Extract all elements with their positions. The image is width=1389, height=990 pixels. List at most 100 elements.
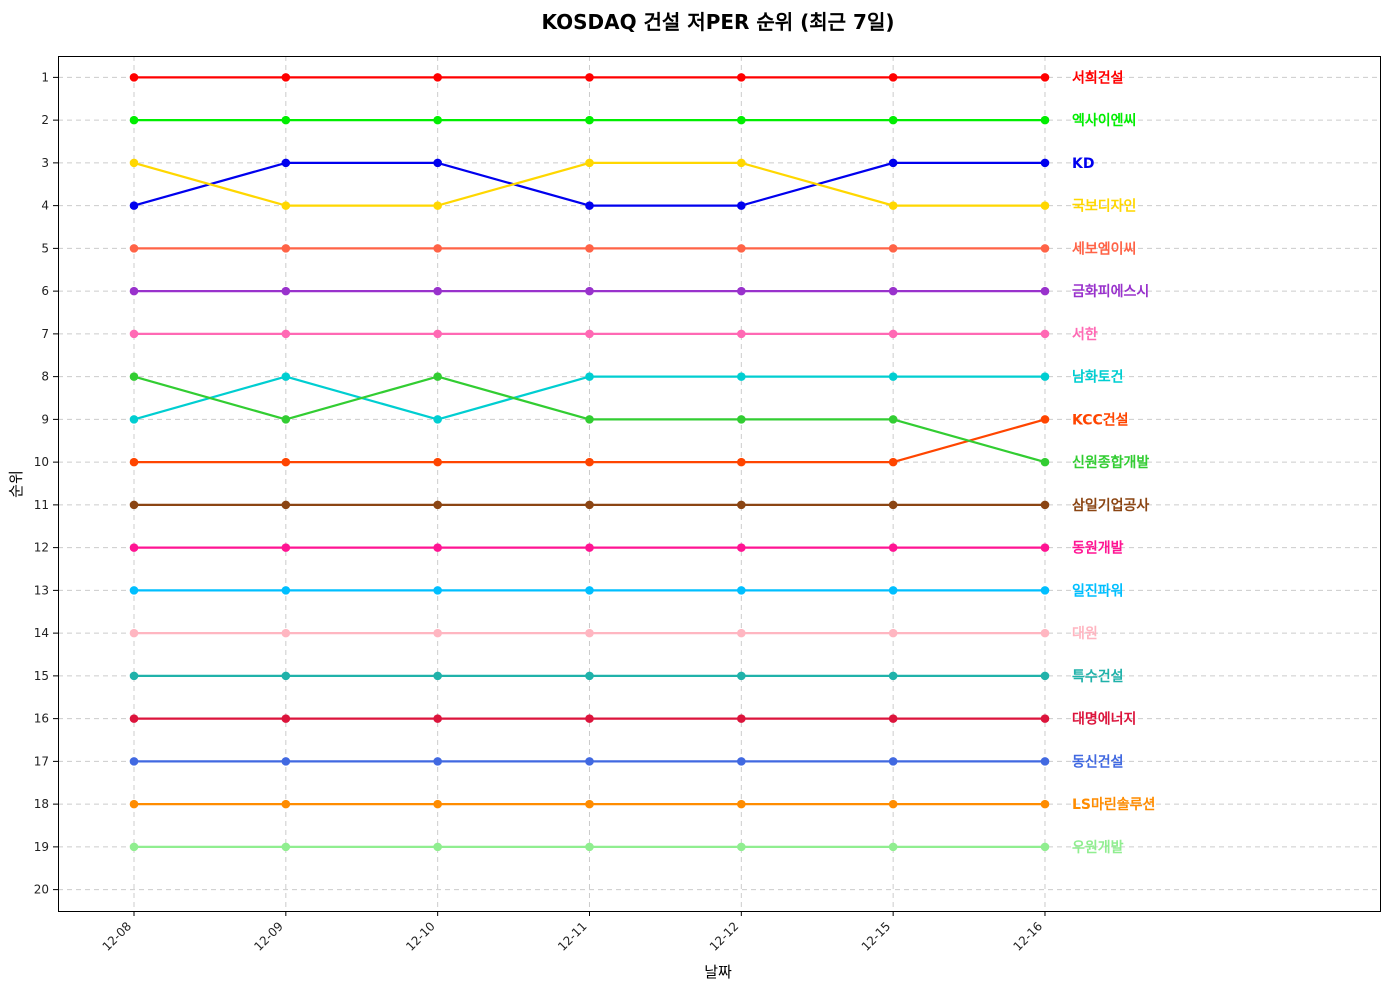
- data-point: [433, 714, 442, 723]
- y-tick-label: 2: [41, 113, 49, 127]
- x-tick-label: 12-15: [859, 919, 894, 954]
- series-end-label: 특수건설: [1072, 668, 1124, 685]
- series-14: [129, 671, 1050, 681]
- data-point: [585, 372, 594, 381]
- data-point: [585, 415, 594, 424]
- data-point: [281, 158, 291, 168]
- series-end-label: 엑사이엔씨: [1072, 112, 1136, 129]
- data-point: [888, 244, 898, 253]
- data-point: [129, 286, 139, 296]
- data-point: [888, 586, 898, 595]
- data-point: [433, 372, 442, 381]
- data-point: [281, 73, 291, 82]
- x-tick-label: 12-09: [251, 919, 286, 954]
- y-tick-label: 18: [34, 797, 49, 811]
- data-point: [585, 201, 594, 210]
- data-point: [281, 286, 291, 296]
- data-point: [129, 73, 139, 82]
- data-point: [281, 201, 291, 210]
- data-point: [888, 757, 898, 766]
- data-point: [433, 158, 442, 168]
- data-point: [281, 714, 291, 723]
- series-end-label: 우원개발: [1072, 839, 1124, 856]
- data-point: [888, 73, 898, 82]
- data-point: [1040, 671, 1050, 681]
- series-9: [129, 372, 1050, 467]
- data-point: [737, 73, 746, 82]
- series-16: [129, 757, 1050, 766]
- data-point: [281, 586, 291, 595]
- data-point: [737, 799, 746, 809]
- y-tick-label: 16: [34, 712, 49, 726]
- data-point: [1040, 543, 1050, 552]
- data-point: [585, 714, 594, 723]
- x-tick-label: 12-11: [555, 919, 590, 954]
- y-tick-label: 3: [41, 156, 49, 170]
- data-point: [585, 457, 594, 467]
- data-point: [433, 500, 442, 510]
- data-point: [585, 329, 594, 339]
- data-point: [281, 329, 291, 339]
- data-point: [888, 500, 898, 510]
- data-point: [888, 329, 898, 339]
- data-point: [737, 757, 746, 766]
- y-tick-label: 14: [34, 626, 49, 640]
- data-point: [888, 415, 898, 424]
- series-3: [129, 158, 1050, 210]
- data-point: [737, 201, 746, 210]
- data-point: [1040, 415, 1050, 424]
- y-tick-label: 8: [41, 370, 49, 384]
- series-end-label: 서희건설: [1072, 69, 1124, 86]
- data-point: [433, 586, 442, 595]
- data-point: [737, 586, 746, 595]
- data-point: [1040, 500, 1050, 510]
- series-5: [129, 286, 1050, 296]
- data-point: [129, 586, 139, 595]
- data-point: [737, 671, 746, 681]
- data-point: [129, 500, 139, 510]
- data-point: [433, 329, 442, 339]
- series-10: [129, 500, 1050, 510]
- data-point: [129, 115, 139, 125]
- series-15: [129, 714, 1050, 723]
- series-end-label: 금화피에스시: [1072, 284, 1149, 300]
- y-axis-label: 순위: [7, 470, 25, 498]
- data-point: [433, 457, 442, 467]
- data-point: [433, 115, 442, 125]
- data-point: [737, 500, 746, 510]
- series-13: [129, 628, 1050, 638]
- y-tick-label: 11: [34, 498, 49, 512]
- data-point: [281, 115, 291, 125]
- series-4: [129, 244, 1050, 253]
- plot-frame: [58, 56, 1381, 912]
- series-end-label: 일진파워: [1072, 582, 1124, 599]
- data-point: [281, 500, 291, 510]
- data-point: [129, 329, 139, 339]
- series-end-label: 동신건설: [1072, 753, 1124, 770]
- data-point: [433, 73, 442, 82]
- data-point: [585, 671, 594, 681]
- x-axis-label: 날짜: [704, 963, 732, 981]
- y-tick-label: 1: [41, 70, 49, 84]
- data-point: [281, 628, 291, 638]
- data-point: [129, 158, 139, 168]
- chart-title: KOSDAQ 건설 저PER 순위 (최근 7일): [541, 10, 894, 34]
- data-point: [129, 799, 139, 809]
- data-point: [585, 500, 594, 510]
- data-point: [737, 457, 746, 467]
- data-point: [281, 543, 291, 552]
- data-point: [585, 244, 594, 253]
- y-tick-label: 9: [41, 412, 49, 426]
- data-point: [129, 842, 139, 852]
- series-end-label: KCC건설: [1072, 411, 1129, 428]
- series-12: [129, 586, 1050, 595]
- data-point: [737, 842, 746, 852]
- y-tick-label: 12: [34, 541, 49, 555]
- data-point: [1040, 457, 1050, 467]
- data-point: [1040, 757, 1050, 766]
- y-tick-label: 13: [34, 583, 49, 597]
- series-end-label: 세보엠이씨: [1072, 240, 1136, 257]
- data-point: [1040, 586, 1050, 595]
